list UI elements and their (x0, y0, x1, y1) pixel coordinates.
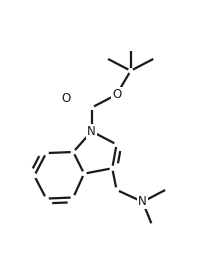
Text: O: O (112, 88, 121, 101)
Text: N: N (87, 125, 96, 138)
Text: O: O (61, 92, 70, 105)
Text: N: N (138, 195, 147, 208)
